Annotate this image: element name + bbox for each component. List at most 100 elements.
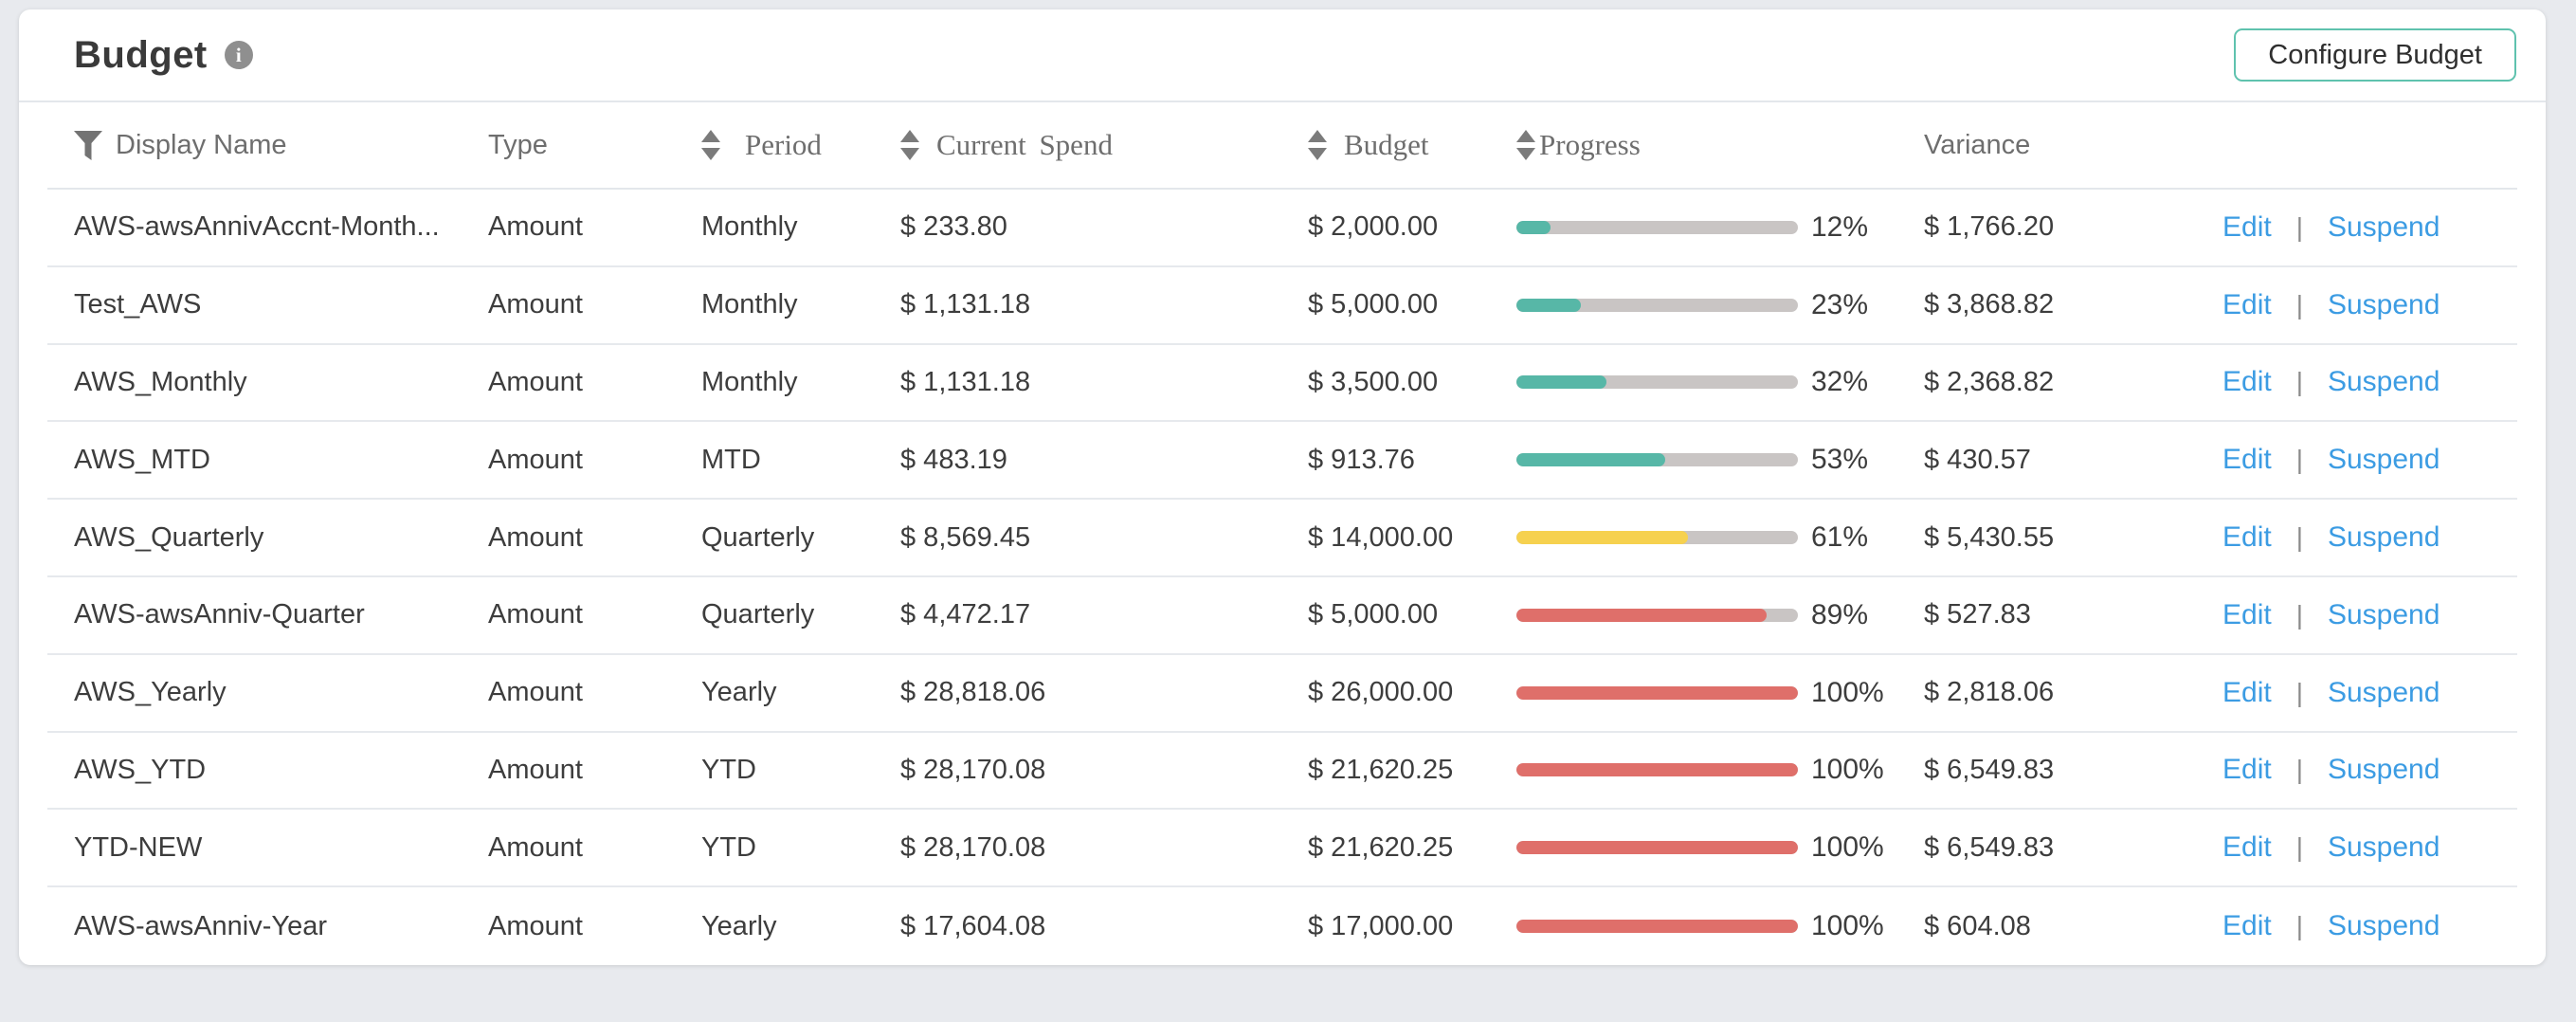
edit-link[interactable]: Edit	[2222, 831, 2272, 864]
column-header-display-name: Display Name	[74, 130, 488, 161]
edit-link[interactable]: Edit	[2222, 288, 2272, 320]
sort-icon[interactable]	[900, 130, 919, 160]
progress-percent: 61%	[1811, 521, 1869, 554]
cell-variance: $ 1,766.20	[1924, 211, 2055, 243]
progress-percent: 23%	[1811, 288, 1869, 320]
edit-link[interactable]: Edit	[2222, 676, 2272, 708]
progress-percent: 89%	[1811, 598, 1869, 630]
table-row: Test_AWS Amount Monthly $ 1,131.18 $ 5,0…	[47, 267, 2517, 345]
edit-link[interactable]: Edit	[2222, 754, 2272, 786]
cell-current-spend: $ 483.19	[900, 444, 1007, 475]
suspend-link[interactable]: Suspend	[2327, 444, 2440, 476]
suspend-link[interactable]: Suspend	[2327, 598, 2440, 630]
cell-progress: 100%	[1516, 754, 1924, 786]
cell-current-spend: $ 233.80	[900, 211, 1007, 243]
cell-type: Amount	[488, 754, 583, 785]
progress-bar	[1516, 375, 1798, 390]
action-separator: |	[2295, 911, 2303, 941]
cell-variance: $ 5,430.55	[1924, 521, 2055, 553]
cell-budget: $ 3,500.00	[1308, 366, 1439, 397]
progress-percent: 100%	[1811, 910, 1884, 942]
progress-percent: 100%	[1811, 676, 1884, 708]
progress-bar-fill	[1516, 841, 1798, 855]
suspend-link[interactable]: Suspend	[2327, 676, 2440, 708]
edit-link[interactable]: Edit	[2222, 366, 2272, 398]
column-label: Variance	[1924, 129, 2031, 160]
suspend-link[interactable]: Suspend	[2327, 754, 2440, 786]
suspend-link[interactable]: Suspend	[2327, 910, 2440, 942]
cell-display-name: Test_AWS	[74, 289, 202, 320]
suspend-link[interactable]: Suspend	[2327, 831, 2440, 864]
cell-display-name: AWS-awsAnniv-Quarter	[74, 599, 365, 630]
cell-budget: $ 14,000.00	[1308, 521, 1454, 553]
suspend-link[interactable]: Suspend	[2327, 366, 2440, 398]
cell-progress: 61%	[1516, 521, 1924, 554]
cell-period: Monthly	[701, 289, 798, 320]
table-row: AWS-awsAnniv-Quarter Amount Quarterly $ …	[47, 577, 2517, 655]
cell-current-spend: $ 4,472.17	[900, 599, 1031, 630]
edit-link[interactable]: Edit	[2222, 210, 2272, 243]
card-header: Budget i Configure Budget	[19, 9, 2546, 102]
progress-bar	[1516, 685, 1798, 700]
cell-budget: $ 2,000.00	[1308, 211, 1439, 243]
suspend-link[interactable]: Suspend	[2327, 288, 2440, 320]
progress-bar-fill	[1516, 220, 1551, 234]
edit-link[interactable]: Edit	[2222, 910, 2272, 942]
action-separator: |	[2295, 522, 2303, 553]
cell-actions: Edit | Suspend	[2199, 521, 2517, 554]
cell-variance: $ 604.08	[1924, 910, 2031, 941]
action-separator: |	[2295, 367, 2303, 397]
progress-percent: 100%	[1811, 831, 1884, 864]
cell-progress: 12%	[1516, 211, 1924, 244]
column-label: Budget	[1344, 128, 1429, 161]
filter-icon[interactable]	[74, 130, 102, 160]
column-label: Progress	[1539, 128, 1641, 161]
edit-link[interactable]: Edit	[2222, 521, 2272, 554]
cell-period: Yearly	[701, 910, 777, 941]
cell-actions: Edit | Suspend	[2199, 444, 2517, 476]
edit-link[interactable]: Edit	[2222, 598, 2272, 630]
table-row: AWS-awsAnnivAccnt-Month... Amount Monthl…	[47, 190, 2517, 267]
column-header-current-spend: Current Spend	[900, 128, 1308, 162]
progress-bar	[1516, 763, 1798, 777]
cell-actions: Edit | Suspend	[2199, 754, 2517, 786]
cell-type: Amount	[488, 599, 583, 630]
cell-variance: $ 6,549.83	[1924, 754, 2055, 785]
progress-bar	[1516, 531, 1798, 545]
progress-bar-fill	[1516, 375, 1607, 390]
action-separator: |	[2295, 599, 2303, 630]
cell-type: Amount	[488, 289, 583, 320]
sort-icon[interactable]	[701, 130, 720, 160]
column-header-type: Type	[488, 130, 701, 161]
cell-actions: Edit | Suspend	[2199, 831, 2517, 864]
edit-link[interactable]: Edit	[2222, 444, 2272, 476]
column-header-progress: Progress	[1516, 128, 1924, 162]
cell-actions: Edit | Suspend	[2199, 289, 2517, 321]
progress-percent: 12%	[1811, 210, 1869, 243]
budget-card: Budget i Configure Budget Display Name T…	[19, 9, 2546, 965]
cell-period: Yearly	[701, 677, 777, 708]
cell-progress: 89%	[1516, 599, 1924, 631]
cell-progress: 32%	[1516, 366, 1924, 398]
cell-display-name: AWS_Monthly	[74, 366, 247, 397]
cell-budget: $ 21,620.25	[1308, 831, 1454, 863]
action-separator: |	[2295, 445, 2303, 475]
cell-period: Monthly	[701, 211, 798, 243]
table-row: AWS_Monthly Amount Monthly $ 1,131.18 $ …	[47, 345, 2517, 423]
sort-icon[interactable]	[1516, 130, 1535, 160]
cell-budget: $ 5,000.00	[1308, 599, 1439, 630]
info-icon[interactable]: i	[224, 41, 253, 69]
cell-current-spend: $ 28,170.08	[900, 754, 1046, 785]
suspend-link[interactable]: Suspend	[2327, 521, 2440, 554]
cell-variance: $ 527.83	[1924, 599, 2031, 630]
cell-progress: 23%	[1516, 289, 1924, 321]
configure-budget-button[interactable]: Configure Budget	[2234, 28, 2516, 82]
cell-type: Amount	[488, 211, 583, 243]
budget-table: Display Name Type Period Current Spend B…	[47, 102, 2517, 965]
sort-icon[interactable]	[1308, 130, 1327, 160]
action-separator: |	[2295, 832, 2303, 863]
cell-current-spend: $ 8,569.45	[900, 521, 1031, 553]
suspend-link[interactable]: Suspend	[2327, 210, 2440, 243]
column-header-variance: Variance	[1924, 130, 2199, 161]
